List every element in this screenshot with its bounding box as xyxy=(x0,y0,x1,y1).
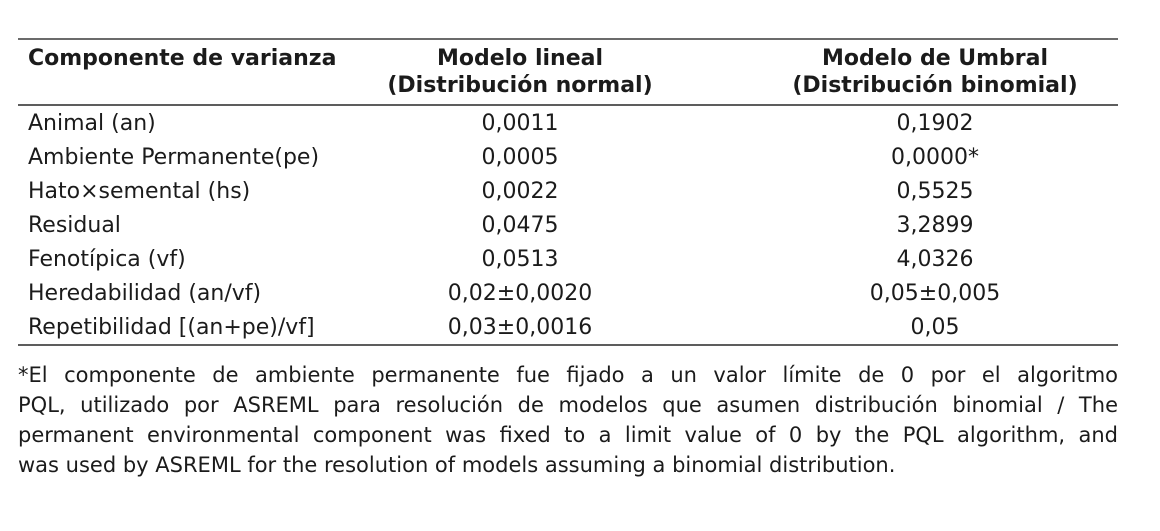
column-header-title: Modelo de Umbral xyxy=(821,46,1049,71)
column-header-subtitle: (Distribución normal) xyxy=(387,73,653,98)
footnote-line: permanent environmental component was fi… xyxy=(18,423,1118,447)
cell-linear-value: 0,0513 xyxy=(481,246,559,272)
table-body: Animal (an) 0,0011 0,1902 Ambiente Perma… xyxy=(18,105,1118,345)
cell-linear-value: 0,0011 xyxy=(481,110,559,136)
cell-component: Ambiente Permanente(pe) xyxy=(28,144,320,170)
cell-threshold-value: 0,05±0,005 xyxy=(869,280,1001,306)
table-row: Animal (an) 0,0011 0,1902 xyxy=(18,105,1118,140)
table-row: Hato×semental (hs) 0,0022 0,5525 xyxy=(18,174,1118,208)
cell-threshold-value: 0,0000* xyxy=(891,144,979,170)
column-header-linear-model: Modelo lineal (Distribución normal) xyxy=(318,39,722,105)
table-row: Ambiente Permanente(pe) 0,0005 0,0000* xyxy=(18,140,1118,174)
footnote-line: was used by ASREML for the resolution of… xyxy=(18,453,896,477)
table-header: Componente de varianza Modelo lineal (Di… xyxy=(18,39,1118,105)
table-row: Repetibilidad [(an+pe)/vf] 0,03±0,0016 0… xyxy=(18,310,1118,345)
column-header-subtitle: (Distribución binomial) xyxy=(792,73,1078,98)
cell-linear-value: 0,0022 xyxy=(481,178,559,204)
cell-component: Repetibilidad [(an+pe)/vf] xyxy=(28,314,315,340)
column-header-component: Componente de varianza xyxy=(18,39,337,105)
footnote-line: PQL, utilizado por ASREML para resolució… xyxy=(18,393,1118,417)
column-header-title: Modelo lineal xyxy=(436,46,604,71)
column-header-threshold-model: Modelo de Umbral (Distribución binomial) xyxy=(722,39,1118,105)
footnote: *El componente de ambiente permanente fu… xyxy=(18,360,1118,480)
cell-component: Hato×semental (hs) xyxy=(28,178,251,204)
cell-threshold-value: 0,5525 xyxy=(896,178,974,204)
footnote-line: *El componente de ambiente permanente fu… xyxy=(18,363,1118,387)
cell-linear-value: 0,0005 xyxy=(481,144,559,170)
cell-component: Heredabilidad (an/vf) xyxy=(28,280,262,306)
table-row: Fenotípica (vf) 0,0513 4,0326 xyxy=(18,242,1118,276)
cell-threshold-value: 0,1902 xyxy=(896,110,974,136)
cell-threshold-value: 4,0326 xyxy=(896,246,974,272)
cell-component: Animal (an) xyxy=(28,110,156,136)
cell-threshold-value: 0,05 xyxy=(910,314,960,340)
cell-linear-value: 0,02±0,0020 xyxy=(447,280,593,306)
cell-linear-value: 0,03±0,0016 xyxy=(447,314,593,340)
cell-component: Residual xyxy=(28,212,121,238)
table-header-row: Componente de varianza Modelo lineal (Di… xyxy=(18,39,1118,105)
cell-threshold-value: 3,2899 xyxy=(896,212,974,238)
variance-components-table: Componente de varianza Modelo lineal (Di… xyxy=(18,38,1118,346)
table-row: Heredabilidad (an/vf) 0,02±0,0020 0,05±0… xyxy=(18,276,1118,310)
cell-component: Fenotípica (vf) xyxy=(28,246,186,272)
column-header-title: Componente de varianza xyxy=(28,46,337,71)
table-row: Residual 0,0475 3,2899 xyxy=(18,208,1118,242)
cell-linear-value: 0,0475 xyxy=(481,212,559,238)
